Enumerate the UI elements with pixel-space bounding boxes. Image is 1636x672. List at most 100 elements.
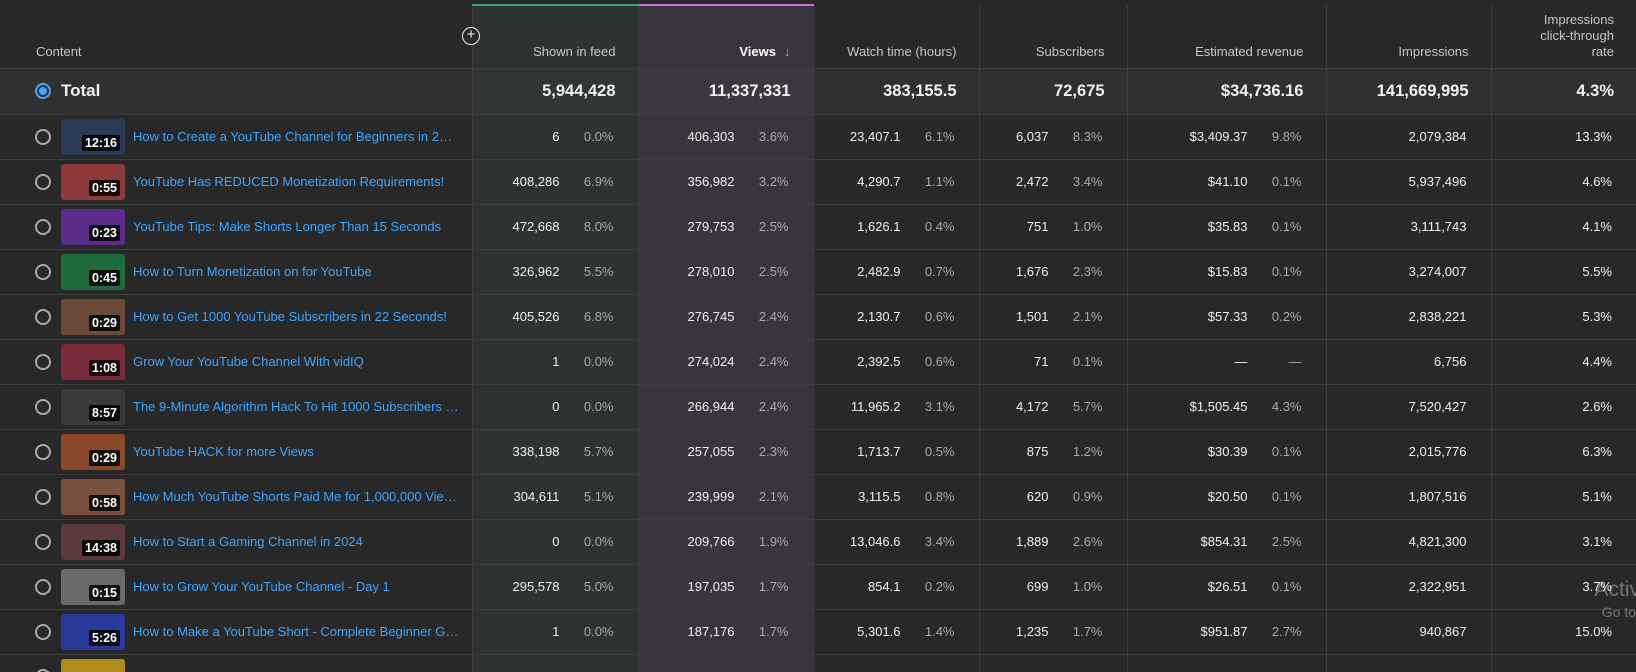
video-thumbnail[interactable]: 1:08 [61,343,125,380]
table-row[interactable]: 5:26 How to Make a YouTube Short - Comple… [0,609,1636,655]
table-row[interactable]: 14:38 How to Start a Gaming Channel in 20… [0,519,1636,565]
row-radio[interactable] [35,533,51,550]
row-radio[interactable] [35,443,51,460]
video-title-link[interactable]: How to Make a YouTube Short - Complete B… [133,624,459,639]
video-title-link[interactable]: YouTube Has REDUCED Monetization Require… [133,174,445,189]
table-row[interactable] [0,654,1636,672]
video-thumbnail[interactable]: 5:26 [61,613,125,650]
watch-time-percent: 0.5% [924,444,955,459]
row-radio[interactable] [35,398,51,415]
duration-badge: 0:58 [88,494,120,511]
row-radio[interactable] [35,668,51,672]
header-impressions[interactable]: Impressions [1326,5,1492,69]
shown-in-feed-cell: 1 0.0% [472,609,639,655]
table-row[interactable]: 0:55 YouTube Has REDUCED Monetization Req… [0,159,1636,205]
content-cell[interactable]: 1:08 Grow Your YouTube Channel With vidIQ [0,339,473,385]
row-radio[interactable] [35,488,51,505]
row-radio[interactable] [35,218,51,235]
video-thumbnail[interactable]: 0:55 [61,163,125,200]
row-radio[interactable] [35,128,51,145]
row-radio[interactable] [35,308,51,325]
table-row[interactable]: 8:57 The 9-Minute Algorithm Hack To Hit 1… [0,384,1636,430]
shown-in-feed-percent: 0.0% [583,534,614,549]
content-cell[interactable]: 0:23 YouTube Tips: Make Shorts Longer Tha… [0,204,473,250]
shown-in-feed-cell: 472,668 8.0% [472,204,639,250]
video-title-link[interactable]: The 9-Minute Algorithm Hack To Hit 1000 … [133,399,459,414]
video-title-link[interactable]: Grow Your YouTube Channel With vidIQ [133,354,364,369]
content-cell[interactable]: 0:58 How Much YouTube Shorts Paid Me for … [0,474,473,520]
video-thumbnail[interactable]: 0:23 [61,208,125,245]
watch-time-percent: 0.4% [924,219,955,234]
row-radio[interactable] [35,173,51,190]
video-thumbnail[interactable]: 0:29 [61,433,125,470]
table-row[interactable]: 0:29 How to Get 1000 YouTube Subscribers … [0,294,1636,340]
video-title-link[interactable]: How to Get 1000 YouTube Subscribers in 2… [133,309,447,324]
revenue-percent: 0.1% [1271,174,1302,189]
row-radio[interactable] [35,623,51,640]
views-cell: 209,766 1.9% [638,519,814,565]
video-thumbnail[interactable]: 8:57 [61,388,125,425]
views-cell: 406,303 3.6% [638,114,814,160]
watch-time-value: 11,965.2 [850,399,901,414]
views-value: 187,176 [687,624,735,639]
header-content[interactable]: Content [0,5,473,69]
row-radio[interactable] [35,578,51,595]
header-views[interactable]: Views ↓ [638,4,814,69]
views-cell: 274,024 2.4% [638,339,814,385]
total-radio[interactable] [35,83,51,99]
table-row[interactable]: 0:15 How to Grow Your YouTube Channel - D… [0,564,1636,610]
add-column-icon[interactable]: + [462,27,480,45]
video-thumbnail[interactable]: 0:15 [61,568,125,605]
subscribers-value: 6,037 [1015,129,1049,144]
video-thumbnail[interactable]: 0:58 [61,478,125,515]
video-thumbnail[interactable]: 0:45 [61,253,125,290]
shown-in-feed-value: 0 [552,399,560,414]
content-cell[interactable]: 8:57 The 9-Minute Algorithm Hack To Hit 1… [0,384,473,430]
video-title-link[interactable]: How to Turn Monetization on for YouTube [133,264,372,279]
table-row[interactable]: 0:23 YouTube Tips: Make Shorts Longer Tha… [0,204,1636,250]
total-revenue: $34,736.16 [1127,68,1327,115]
header-watch-time[interactable]: Watch time (hours) [813,5,980,69]
content-cell[interactable] [0,654,473,672]
video-title-link[interactable]: How to Create a YouTube Channel for Begi… [133,129,459,144]
content-cell[interactable]: 14:38 How to Start a Gaming Channel in 20… [0,519,473,565]
video-title-link[interactable]: YouTube HACK for more Views [133,444,314,459]
content-cell[interactable]: 0:15 How to Grow Your YouTube Channel - D… [0,564,473,610]
video-title-link[interactable]: How to Grow Your YouTube Channel - Day 1 [133,579,390,594]
subscribers-percent: 1.7% [1072,624,1103,639]
total-cell[interactable]: Total [0,68,473,115]
content-cell[interactable]: 0:29 How to Get 1000 YouTube Subscribers … [0,294,473,340]
video-thumbnail[interactable] [61,658,125,672]
row-radio[interactable] [35,263,51,280]
header-subscribers[interactable]: Subscribers [979,5,1128,69]
video-thumbnail[interactable]: 12:16 [61,118,125,155]
shown-in-feed-cell: 6 0.0% [472,114,639,160]
watch-time-percent: 1.1% [924,174,955,189]
video-thumbnail[interactable]: 14:38 [61,523,125,560]
video-title-link[interactable]: YouTube Tips: Make Shorts Longer Than 15… [133,219,442,234]
table-row[interactable]: 12:16 How to Create a YouTube Channel for… [0,114,1636,160]
video-title-link[interactable]: How Much YouTube Shorts Paid Me for 1,00… [133,489,459,504]
content-cell[interactable]: 0:45 How to Turn Monetization on for YouT… [0,249,473,295]
shown-in-feed-percent: 0.0% [583,624,614,639]
video-title-link[interactable]: How to Start a Gaming Channel in 2024 [133,534,363,549]
views-percent: 1.9% [758,534,789,549]
table-row[interactable]: 0:58 How Much YouTube Shorts Paid Me for … [0,474,1636,520]
header-shown-in-feed[interactable]: Shown in feed [472,4,639,69]
row-radio[interactable] [35,353,51,370]
watch-time-value: 2,392.5 [857,354,901,369]
content-cell[interactable]: 0:29 YouTube HACK for more Views [0,429,473,475]
header-estimated-revenue[interactable]: Estimated revenue [1127,5,1327,69]
subscribers-cell: 751 1.0% [979,204,1128,250]
subscribers-cell: 699 1.0% [979,564,1128,610]
table-row[interactable]: 0:45 How to Turn Monetization on for YouT… [0,249,1636,295]
table-row[interactable]: 0:29 YouTube HACK for more Views 338,198 5.… [0,429,1636,475]
content-cell[interactable]: 0:55 YouTube Has REDUCED Monetization Req… [0,159,473,205]
content-cell[interactable]: 5:26 How to Make a YouTube Short - Comple… [0,609,473,655]
header-ctr[interactable]: Impressions click-through rate [1491,5,1636,69]
shown-in-feed-value: 0 [552,534,560,549]
watch-time-percent: 0.6% [924,309,955,324]
content-cell[interactable]: 12:16 How to Create a YouTube Channel for… [0,114,473,160]
video-thumbnail[interactable]: 0:29 [61,298,125,335]
table-row[interactable]: 1:08 Grow Your YouTube Channel With vidIQ… [0,339,1636,385]
